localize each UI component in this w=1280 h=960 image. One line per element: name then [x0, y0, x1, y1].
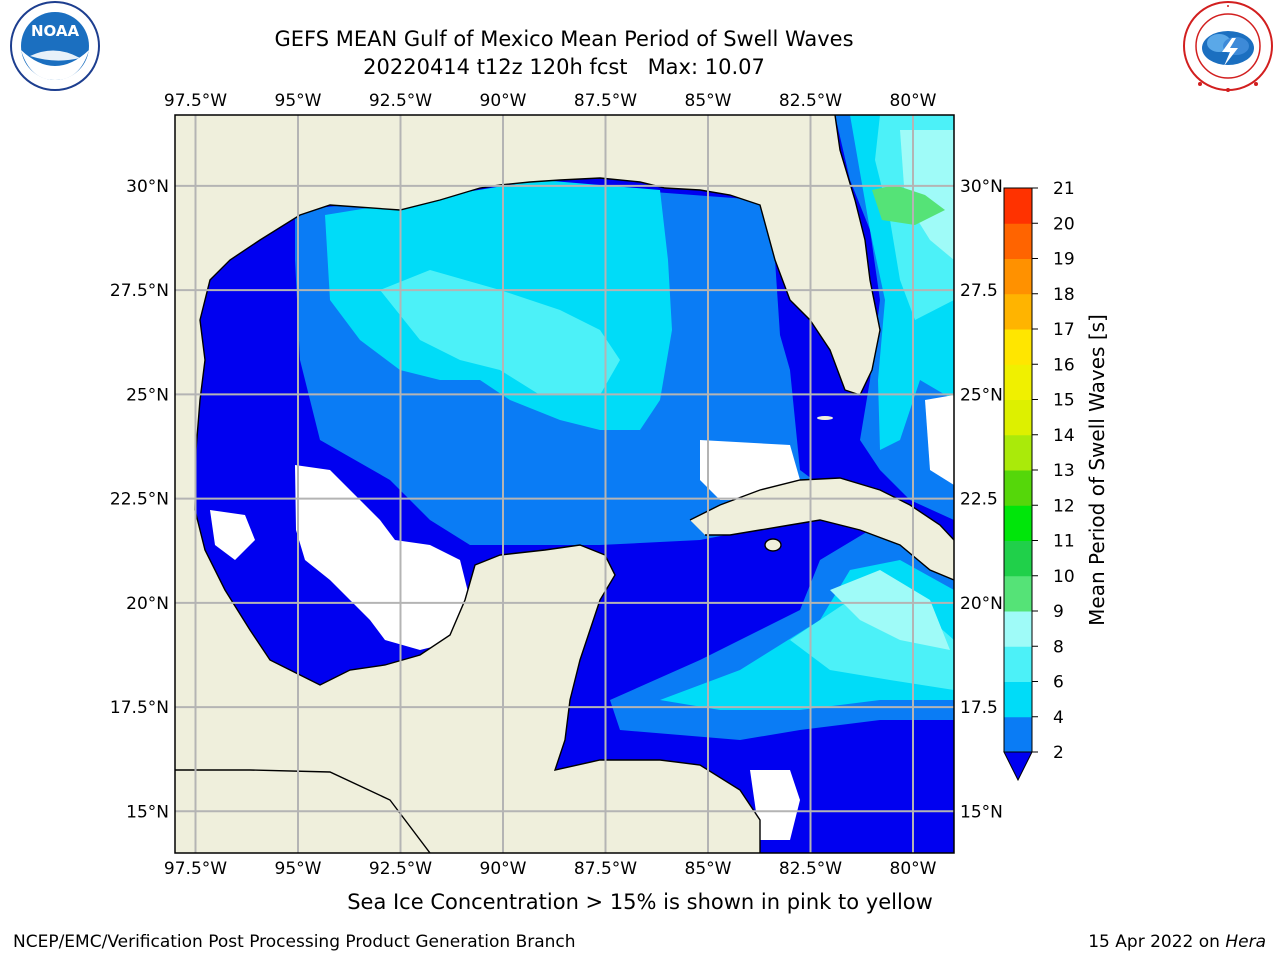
- colorbar-tick-label: 10: [1053, 567, 1075, 587]
- colorbar-tick-label: 16: [1053, 355, 1075, 375]
- lon-tick-label: 95°W: [275, 91, 322, 111]
- lon-tick-label: 80°W: [890, 859, 937, 879]
- noaa-logo: NOAA: [10, 1, 100, 91]
- lon-tick-label: 90°W: [480, 91, 527, 111]
- lon-tick-label: 82.5°W: [779, 91, 842, 111]
- colorbar-tick-label: 15: [1053, 391, 1075, 411]
- lat-tick-label: 22.5°N: [110, 490, 169, 510]
- lon-tick-label: 82.5°W: [779, 859, 842, 879]
- lon-tick-label: 85°W: [685, 91, 732, 111]
- colorbar-segment: [1004, 329, 1032, 365]
- colorbar-segment: [1004, 258, 1032, 295]
- colorbar-tick-label: 13: [1053, 461, 1075, 481]
- lat-tick-label: 17.5°N: [110, 698, 169, 718]
- lon-tick-label: 90°W: [480, 859, 527, 879]
- colorbar-tick-label: 4: [1053, 708, 1064, 728]
- colorbar-tick-label: 9: [1053, 602, 1064, 622]
- lon-ticks-bottom: 97.5°W 95°W 92.5°W 90°W 87.5°W 85°W 82.5°W 80°W: [164, 859, 937, 879]
- colorbar-tick-label: 11: [1053, 532, 1075, 552]
- colorbar-segment: [1004, 681, 1032, 718]
- colorbar-segment: [1004, 611, 1032, 647]
- lon-tick-label: 85°W: [685, 859, 732, 879]
- lat-tick-label: 22.5: [960, 490, 998, 510]
- lon-tick-label: 87.5°W: [574, 859, 637, 879]
- footer-date: 15 Apr 2022 on Hera: [1088, 932, 1266, 952]
- colorbar-tick-label: 12: [1053, 496, 1075, 516]
- chart-subtitle: 20220414 t12z 120h fcst Max: 10.07: [363, 55, 765, 79]
- lon-tick-label: 97.5°W: [164, 859, 227, 879]
- colorbar-segment: [1004, 716, 1032, 753]
- colorbar-segment: [1004, 540, 1032, 577]
- lon-tick-label: 80°W: [890, 91, 937, 111]
- lat-tick-label: 30°N: [960, 177, 1003, 197]
- colorbar-tick-label: 14: [1053, 426, 1075, 446]
- colorbar-segment: [1004, 646, 1032, 682]
- map-area: [175, 115, 954, 853]
- footer-branch: NCEP/EMC/Verification Post Processing Pr…: [13, 932, 576, 952]
- sea-ice-caption: Sea Ice Concentration > 15% is shown in …: [347, 890, 933, 914]
- colorbar-segment: [1004, 364, 1032, 400]
- lon-ticks-top: 97.5°W 95°W 92.5°W 90°W 87.5°W 85°W 82.5°W 80°W: [164, 91, 937, 111]
- noaa-logo-text: NOAA: [31, 22, 80, 40]
- colorbar-segment: [1004, 188, 1032, 224]
- lat-ticks-left: 30°N 27.5°N 25°N 22.5°N 20°N 17.5°N 15°N: [110, 177, 169, 822]
- colorbar-tick-label: 19: [1053, 250, 1075, 270]
- colorbar-segment: [1004, 505, 1032, 541]
- colorbar-segment: [1004, 293, 1032, 330]
- footer-date-text: 15 Apr 2022 on: [1088, 932, 1226, 952]
- colorbar-segment: [1004, 575, 1032, 612]
- lat-tick-label: 15°N: [960, 802, 1003, 822]
- colorbar-tick-label: 8: [1053, 637, 1064, 657]
- colorbar-tick-label: 6: [1053, 673, 1064, 693]
- lon-tick-label: 97.5°W: [164, 91, 227, 111]
- lon-tick-label: 87.5°W: [574, 91, 637, 111]
- lon-tick-label: 95°W: [275, 859, 322, 879]
- colorbar-tick-label: 21: [1053, 179, 1075, 199]
- colorbar-segment: [1004, 434, 1032, 471]
- lat-tick-label: 27.5: [960, 281, 998, 301]
- chart-title: GEFS MEAN Gulf of Mexico Mean Period of …: [274, 27, 854, 51]
- lat-tick-label: 25°N: [126, 385, 169, 405]
- colorbar-tick-label: 18: [1053, 285, 1075, 305]
- colorbar-segment: [1004, 470, 1032, 506]
- lat-tick-label: 15°N: [126, 802, 169, 822]
- lat-tick-label: 17.5: [960, 698, 998, 718]
- lon-tick-label: 92.5°W: [369, 859, 432, 879]
- lat-tick-label: 20°N: [126, 594, 169, 614]
- colorbar-tick-label: 2: [1053, 743, 1064, 763]
- colorbar-segment: [1004, 399, 1032, 436]
- nws-logo: [1183, 1, 1273, 92]
- lat-tick-label: 27.5°N: [110, 281, 169, 301]
- lat-tick-label: 25°N: [960, 385, 1003, 405]
- colorbar-tick-label: 20: [1053, 214, 1075, 234]
- colorbar-label: Mean Period of Swell Waves [s]: [1085, 314, 1109, 626]
- lat-tick-label: 30°N: [126, 177, 169, 197]
- colorbar-tick-label: 17: [1053, 320, 1075, 340]
- colorbar-segment: [1004, 223, 1032, 259]
- footer-host: Hera: [1225, 932, 1266, 952]
- lon-tick-label: 92.5°W: [369, 91, 432, 111]
- lat-tick-label: 20°N: [960, 594, 1003, 614]
- lat-ticks-right: 30°N 27.5 25°N 22.5 20°N 17.5 15°N: [960, 177, 1003, 822]
- colorbar: 2 4 6 8 9 10 11 12 13 14 15 16 17 18 19 20 21: [1003, 179, 1075, 782]
- colorbar-extend-arrow: [1003, 751, 1033, 782]
